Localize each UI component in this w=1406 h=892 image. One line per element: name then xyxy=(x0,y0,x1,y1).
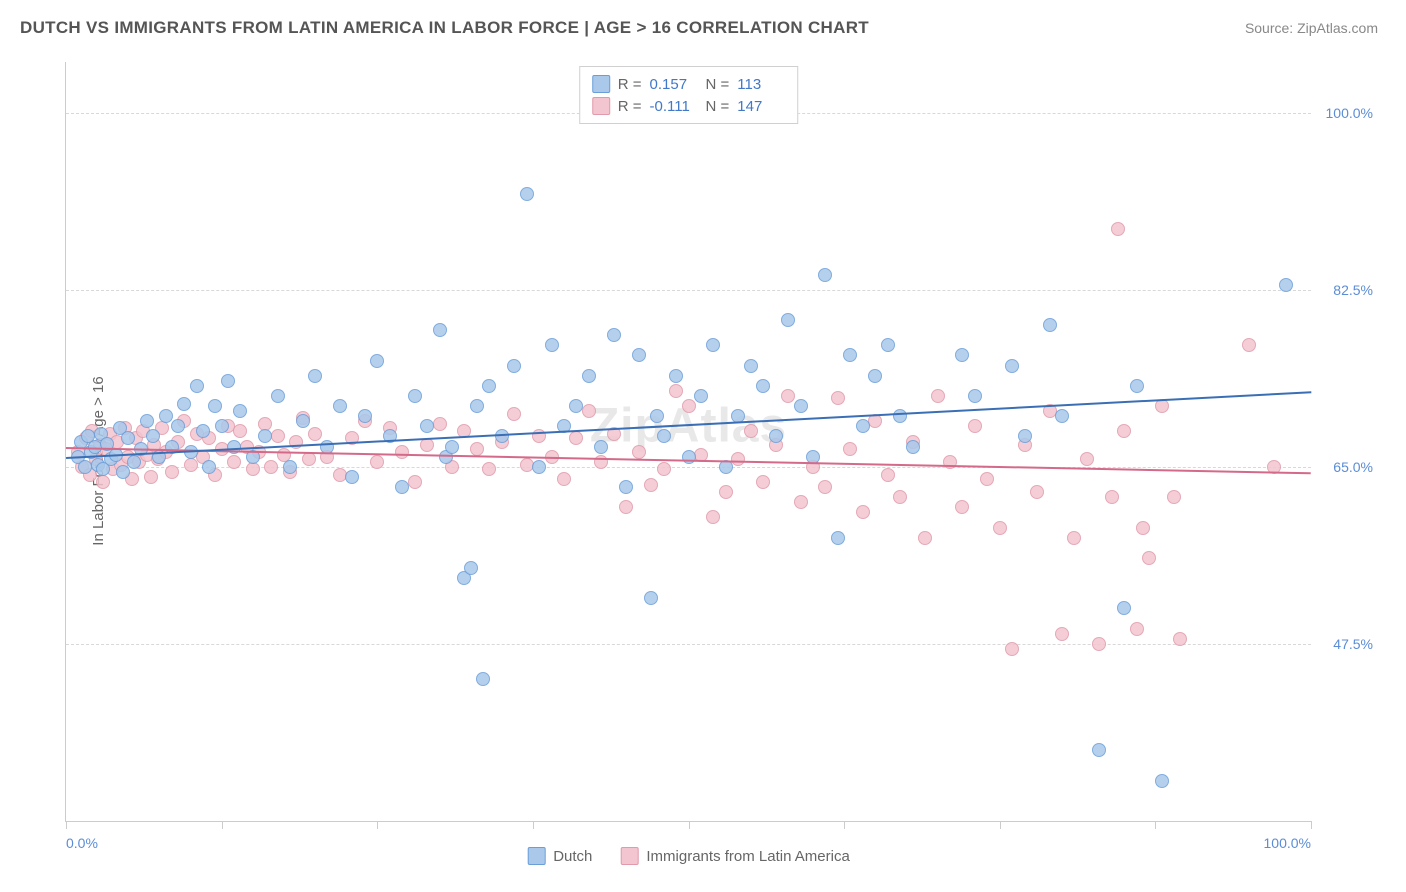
x-tick-label: 100.0% xyxy=(1264,835,1311,851)
x-tick xyxy=(222,821,223,829)
swatch-dutch xyxy=(592,75,610,93)
x-tick-label: 0.0% xyxy=(66,835,98,851)
x-tick xyxy=(377,821,378,829)
legend-swatch-dutch xyxy=(527,847,545,865)
stat-r-label: R = xyxy=(618,98,642,115)
stat-n-latin: 147 xyxy=(737,98,785,115)
legend-label-latin: Immigrants from Latin America xyxy=(646,848,849,865)
stats-legend: R = 0.157 N = 113 R = -0.111 N = 147 xyxy=(579,66,799,124)
x-tick xyxy=(1311,821,1312,829)
stat-n-label: N = xyxy=(706,98,730,115)
chart-container: In Labor Force | Age > 16 ZipAtlas R = 0… xyxy=(20,50,1386,872)
stat-n-label: N = xyxy=(706,76,730,93)
legend-dutch: Dutch xyxy=(527,847,592,865)
legend-latin: Immigrants from Latin America xyxy=(620,847,849,865)
stats-row-dutch: R = 0.157 N = 113 xyxy=(592,73,786,95)
bottom-legend: Dutch Immigrants from Latin America xyxy=(527,847,850,865)
x-tick xyxy=(1155,821,1156,829)
y-tick-label: 47.5% xyxy=(1333,636,1373,652)
stats-row-latin: R = -0.111 N = 147 xyxy=(592,95,786,117)
plot-area: ZipAtlas R = 0.157 N = 113 R = -0.111 N … xyxy=(65,62,1311,822)
x-tick xyxy=(533,821,534,829)
chart-title: DUTCH VS IMMIGRANTS FROM LATIN AMERICA I… xyxy=(20,18,869,38)
stat-r-dutch: 0.157 xyxy=(650,76,698,93)
y-tick-label: 65.0% xyxy=(1333,459,1373,475)
x-tick xyxy=(689,821,690,829)
stat-r-latin: -0.111 xyxy=(650,98,698,115)
stat-n-dutch: 113 xyxy=(737,76,785,93)
y-tick-label: 82.5% xyxy=(1333,282,1373,298)
legend-swatch-latin xyxy=(620,847,638,865)
x-tick xyxy=(844,821,845,829)
legend-label-dutch: Dutch xyxy=(553,848,592,865)
trend-lines xyxy=(66,62,1311,821)
trend-line xyxy=(66,447,1311,474)
trend-line xyxy=(66,391,1311,459)
source-label: Source: ZipAtlas.com xyxy=(1245,20,1378,36)
x-tick xyxy=(1000,821,1001,829)
stat-r-label: R = xyxy=(618,76,642,93)
x-tick xyxy=(66,821,67,829)
swatch-latin xyxy=(592,97,610,115)
y-tick-label: 100.0% xyxy=(1326,105,1373,121)
